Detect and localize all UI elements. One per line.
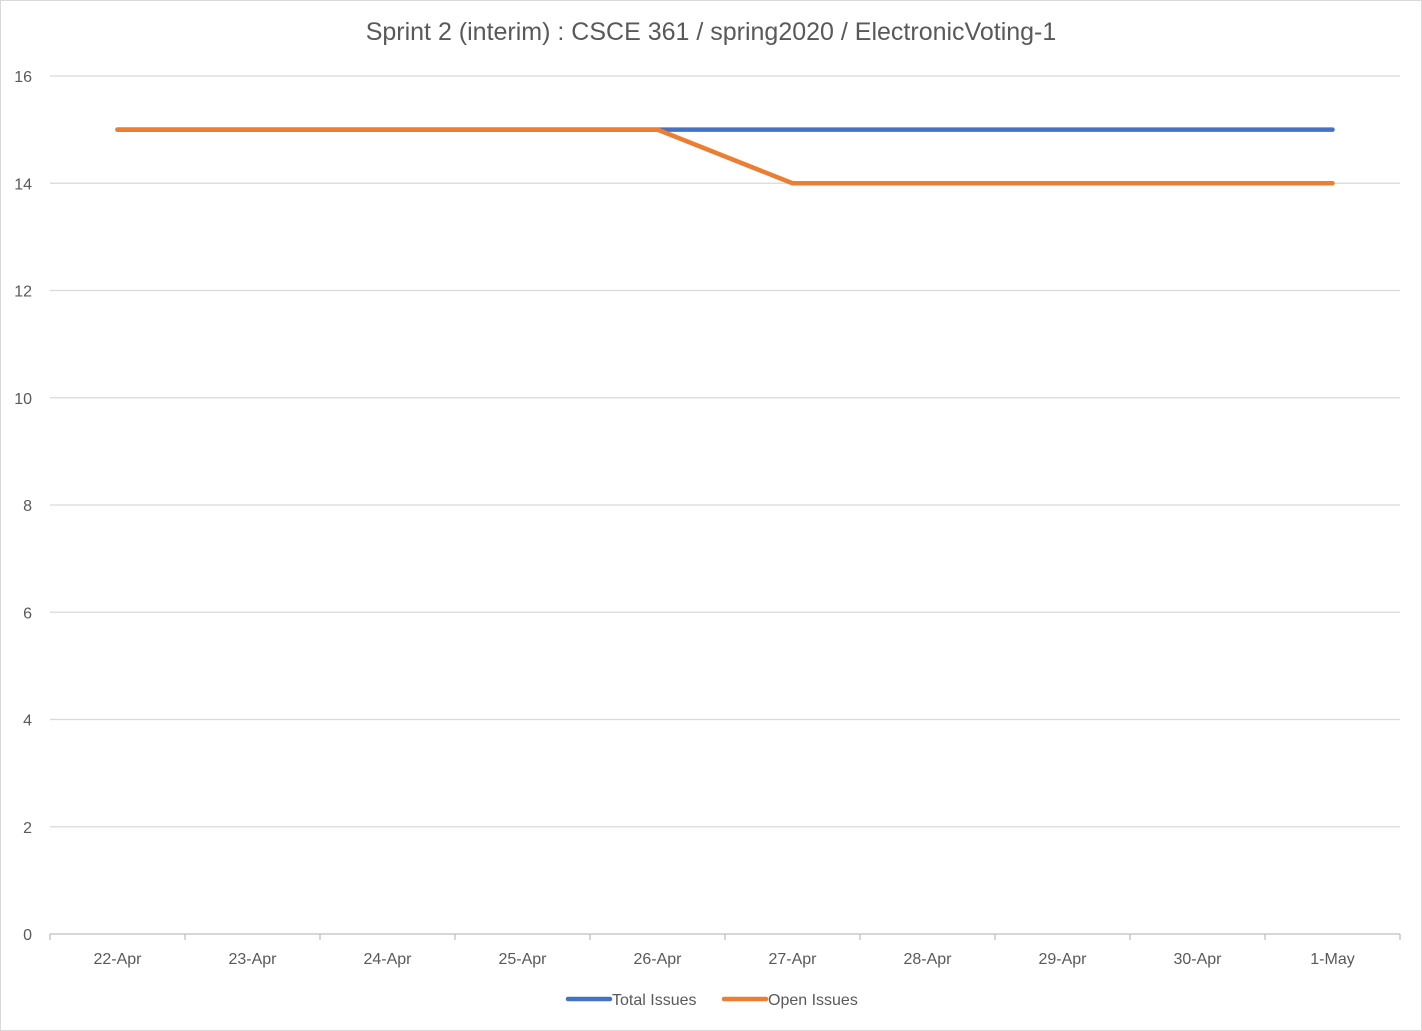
- x-tick-label: 28-Apr: [903, 951, 952, 968]
- x-tick-label: 23-Apr: [228, 951, 277, 968]
- legend-label: Total Issues: [612, 992, 696, 1009]
- y-tick-label: 12: [14, 284, 32, 301]
- y-tick-label: 14: [14, 176, 32, 193]
- x-axis: [49, 933, 1401, 940]
- x-tick-label: 24-Apr: [363, 951, 412, 968]
- series-line-open-issues: [115, 127, 1335, 186]
- y-axis: 0 2 4 6 8 10 12 14 16: [14, 69, 32, 944]
- chart-title: Sprint 2 (interim) : CSCE 361 / spring20…: [365, 18, 1057, 46]
- x-tick-label: 27-Apr: [768, 951, 817, 968]
- x-tick-label: 22-Apr: [93, 951, 142, 968]
- y-tick-label: 10: [14, 391, 32, 408]
- series-lines: [115, 127, 1335, 186]
- y-tick-label: 16: [14, 69, 32, 86]
- x-tick-labels: 22-Apr 23-Apr 24-Apr 25-Apr 26-Apr 27-Apr 28-A…: [93, 951, 1354, 968]
- y-tick-label: 4: [23, 713, 32, 730]
- x-tick-label: 1-May: [1310, 951, 1354, 968]
- legend-label: Open Issues: [768, 992, 858, 1009]
- x-tick-label: 29-Apr: [1038, 951, 1087, 968]
- y-tick-label: 0: [23, 927, 32, 944]
- gridlines: [50, 75, 1400, 828]
- legend: Total Issues Open Issues: [565, 992, 858, 1009]
- y-tick-label: 8: [23, 498, 32, 515]
- x-tick-label: 26-Apr: [633, 951, 682, 968]
- x-tick-label: 25-Apr: [498, 951, 547, 968]
- y-tick-label: 6: [23, 605, 32, 622]
- y-tick-label: 2: [23, 820, 32, 837]
- x-tick-label: 30-Apr: [1173, 951, 1222, 968]
